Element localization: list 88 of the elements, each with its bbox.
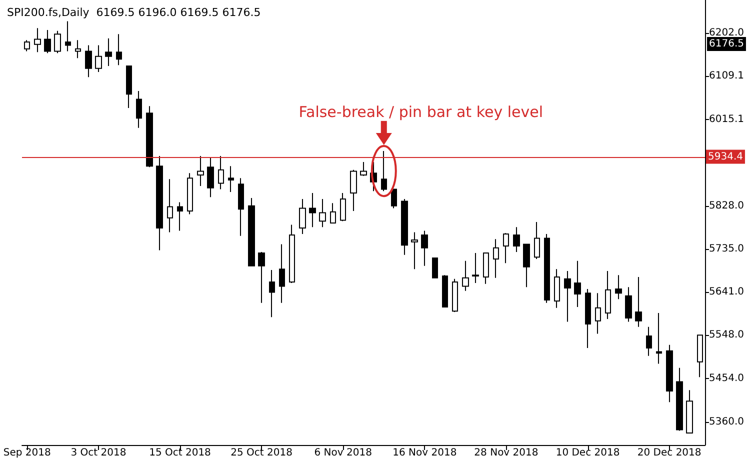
y-tick-label: 5641.0 — [709, 286, 744, 298]
candlestick — [309, 192, 316, 228]
candlestick — [503, 232, 509, 264]
y-tick-label: 6015.1 — [709, 114, 744, 126]
y-tick-label: 5828.0 — [709, 200, 744, 212]
candlestick — [401, 198, 408, 256]
candlestick — [523, 244, 530, 288]
candlestick — [432, 258, 438, 278]
ref-line-label: 5934.4 — [708, 151, 743, 162]
y-tick-label: 6109.1 — [709, 70, 744, 82]
candlestick — [595, 292, 601, 334]
x-tick-label: 25 Oct 2018 — [230, 448, 292, 458]
candlestick — [554, 268, 560, 308]
y-tick-label: 5548.0 — [709, 330, 744, 341]
candlestick — [360, 162, 367, 176]
candlestick — [95, 44, 102, 73]
candlestick — [483, 252, 489, 284]
candlestick — [156, 156, 163, 251]
x-tick-label: 6 Nov 2018 — [314, 448, 372, 458]
candlestick — [269, 270, 275, 318]
candlestick — [187, 172, 193, 215]
y-tick-label: 5454.0 — [709, 373, 744, 384]
candlestick — [44, 30, 51, 54]
x-tick-label: 16 Nov 2018 — [392, 448, 457, 458]
candlestick — [564, 270, 571, 322]
candlestick — [350, 169, 357, 212]
candlestick — [258, 252, 265, 304]
candlestick — [319, 198, 326, 228]
x-tick-label: 20 Dec 2018 — [637, 448, 702, 458]
candlestick — [411, 232, 418, 270]
candlestick — [228, 166, 234, 193]
y-tick-label: 6202.0 — [709, 28, 744, 39]
y-tick-label: 5735.0 — [709, 243, 744, 254]
candlestick — [248, 198, 255, 266]
x-tick-label: Sep 2018 — [3, 448, 51, 458]
candlestick — [421, 230, 428, 266]
candlestick — [442, 274, 448, 308]
candlestick — [493, 238, 499, 278]
candlestick — [167, 178, 173, 233]
candlestick — [381, 150, 387, 192]
x-tick-label: 28 Nov 2018 — [474, 448, 538, 458]
x-tick-label: 10 Dec 2018 — [556, 448, 620, 458]
candlestick — [534, 222, 540, 260]
candlestick — [452, 278, 458, 313]
candlestick — [574, 260, 581, 308]
candlestick — [126, 66, 132, 109]
candlestick — [585, 288, 591, 349]
candlestick — [24, 40, 30, 52]
candlestick — [177, 202, 183, 232]
candlestick — [136, 90, 142, 128]
candlestick — [75, 40, 81, 59]
candlestick — [207, 157, 214, 198]
candlestick — [105, 38, 112, 67]
candlestick — [635, 276, 642, 328]
candlestick — [116, 34, 122, 66]
candlestick — [340, 192, 346, 222]
candlestick — [625, 286, 632, 322]
candlestick — [615, 274, 622, 300]
candlestick — [646, 326, 652, 356]
candlestick — [686, 390, 693, 434]
candlestick — [676, 367, 683, 432]
candlestick — [330, 202, 336, 224]
candlestick — [85, 44, 92, 78]
x-tick-label: 15 Oct 2018 — [149, 448, 211, 458]
candlestick — [146, 106, 153, 168]
candlestick — [65, 20, 71, 52]
candlestick — [34, 28, 41, 53]
candlestick — [54, 30, 61, 54]
candlestick — [656, 312, 662, 364]
candlestick — [472, 252, 479, 284]
candlestick — [289, 224, 295, 284]
candlestick — [197, 156, 204, 187]
candlestick — [462, 260, 469, 292]
x-tick-label: 3 Oct 2018 — [70, 448, 126, 458]
candlestick — [238, 178, 244, 236]
candlestick — [279, 244, 285, 304]
candlestick — [605, 270, 611, 320]
candlestick — [513, 226, 520, 253]
text: SPI200.fs,Daily 6169.5 6196.0 6169.5 6176.5 — [7, 6, 261, 19]
candlestick — [299, 198, 306, 235]
annotation: False-break / pin bar at key level — [298, 102, 544, 121]
candlestick — [218, 156, 224, 190]
candlestick — [697, 334, 703, 378]
candlestick — [391, 188, 397, 209]
candlestick — [544, 234, 550, 304]
candlestick — [666, 344, 673, 403]
text: 6176.5 — [709, 38, 744, 50]
y-tick-label: 5360.0 — [709, 416, 744, 428]
